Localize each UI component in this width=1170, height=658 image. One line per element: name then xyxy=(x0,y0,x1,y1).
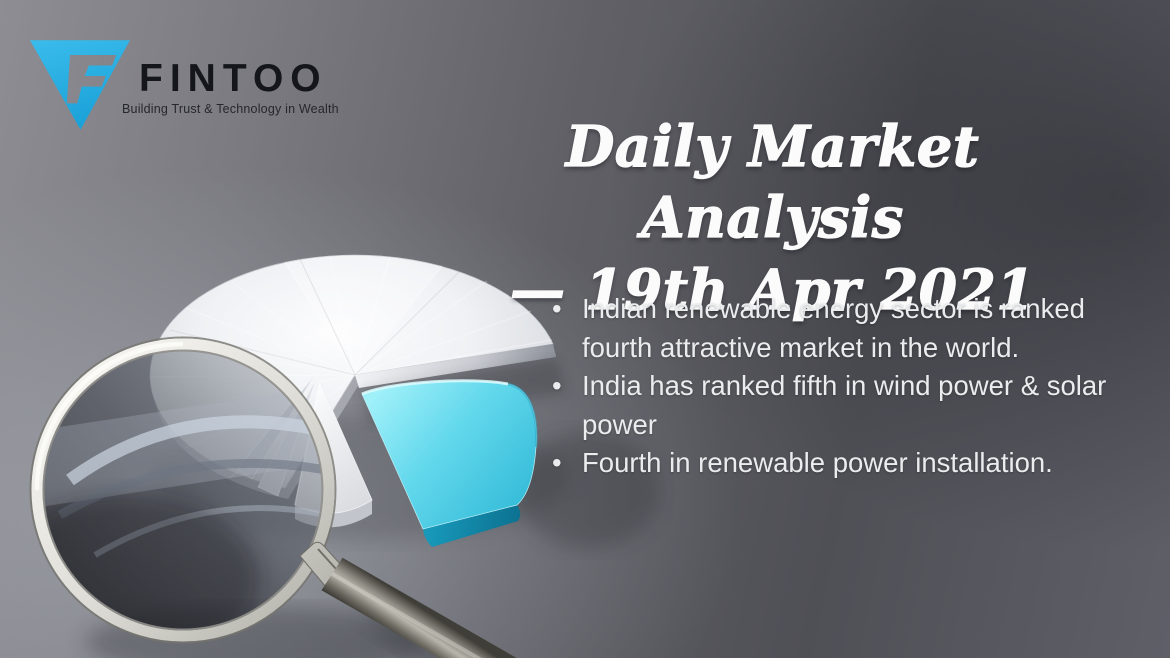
brand-tagline: Building Trust & Technology in Wealth xyxy=(122,102,339,116)
bullet-icon: • xyxy=(552,370,562,401)
list-item: • Fourth in renewable power installation… xyxy=(552,444,1112,483)
bullet-icon: • xyxy=(552,447,562,478)
cyan-pie-slice xyxy=(361,379,538,547)
brand-text-block: FINTOO Building Trust & Technology in We… xyxy=(122,40,339,116)
market-highlights-list: • Indian renewable energy sector is rank… xyxy=(552,290,1112,483)
bullet-text: Indian renewable energy sector is ranked… xyxy=(582,293,1085,363)
brand-name: FINTOO xyxy=(139,57,328,100)
title-line-2: — 19th Apr 2021 xyxy=(509,256,1036,322)
lens-reflections xyxy=(44,385,322,629)
bullet-icon: • xyxy=(552,293,562,324)
page-title: Daily Market Analysis — 19th Apr 2021 xyxy=(430,112,1115,325)
brushed-metal-streaks xyxy=(149,255,553,479)
streak-shadows xyxy=(169,258,461,376)
list-item: • Indian renewable energy sector is rank… xyxy=(552,290,1112,367)
fintoo-triangle-logo-icon xyxy=(30,40,130,130)
brand-logo: FINTOO Building Trust & Technology in We… xyxy=(30,40,339,130)
magnifier-handle xyxy=(321,557,517,658)
magnifying-glass xyxy=(29,336,517,658)
magnifier-rim-outer xyxy=(29,336,337,644)
bullet-text: Fourth in renewable power installation. xyxy=(582,447,1053,478)
title-line-1: Daily Market Analysis xyxy=(565,113,980,251)
list-item: • India has ranked fifth in wind power &… xyxy=(552,367,1112,444)
bullet-text: India has ranked fifth in wind power & s… xyxy=(582,370,1107,440)
